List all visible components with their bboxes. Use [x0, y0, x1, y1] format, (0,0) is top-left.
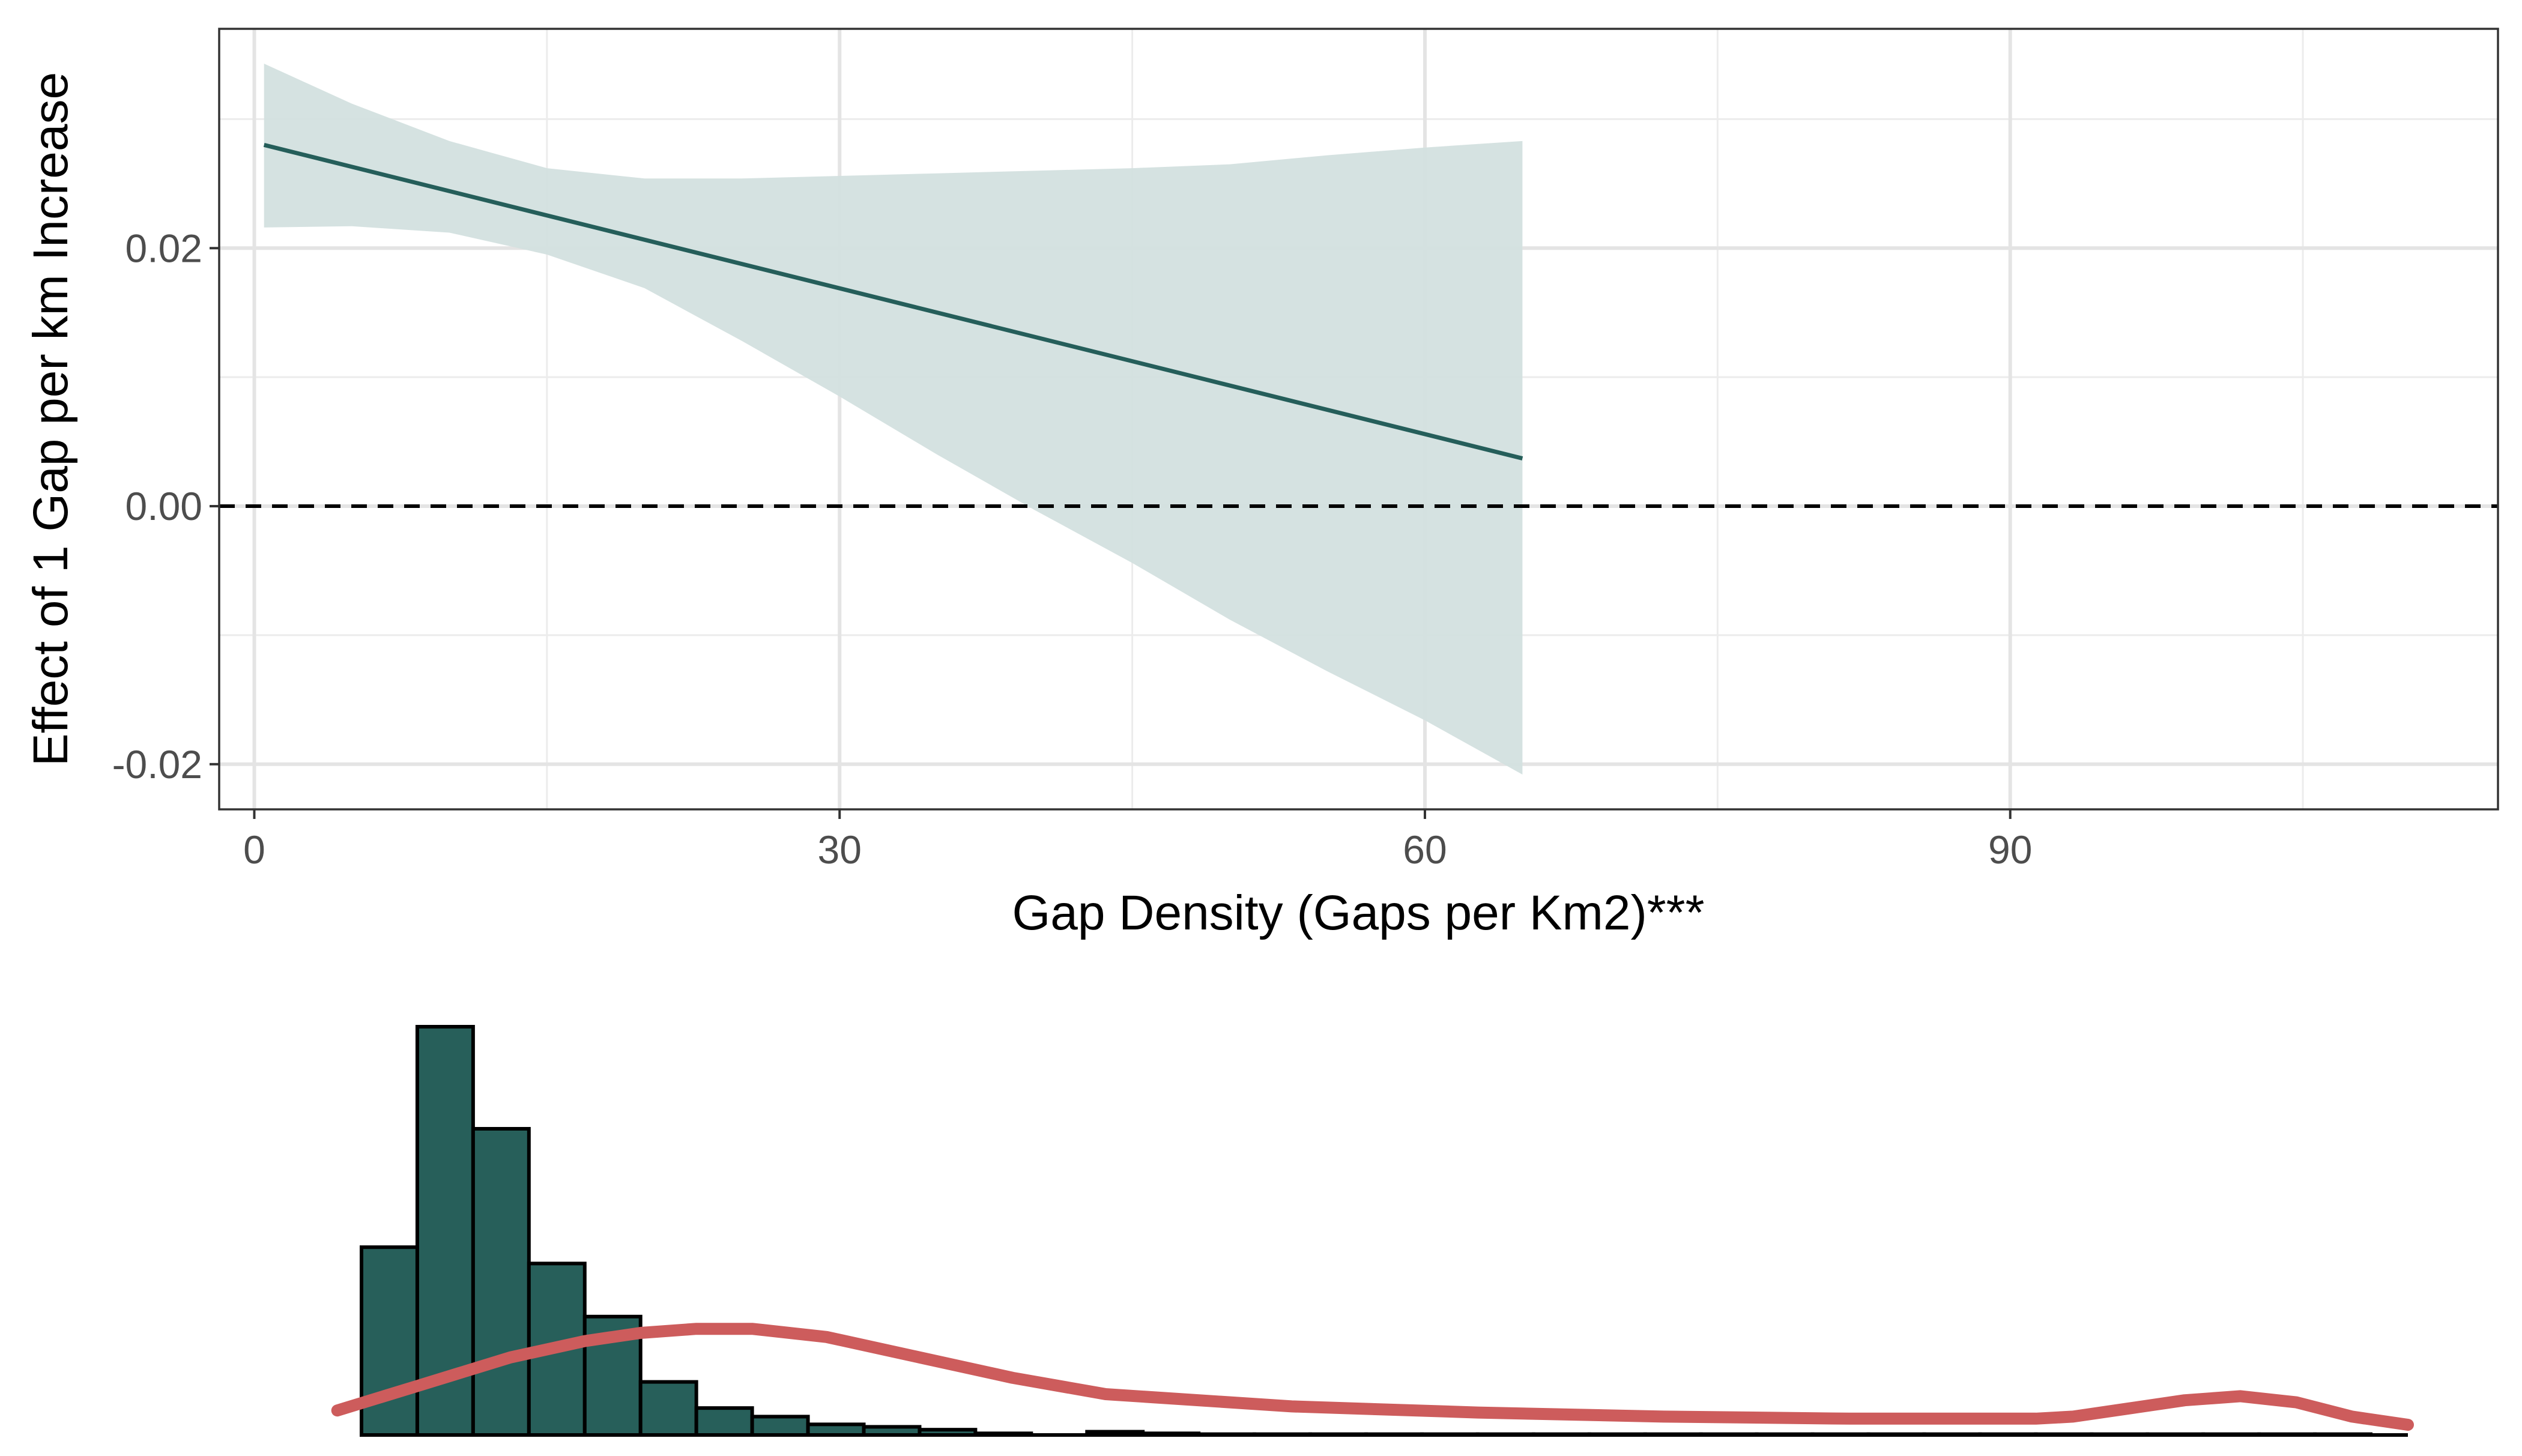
distribution-panel	[331, 1025, 2414, 1437]
plot-border	[218, 28, 2499, 811]
x-tick-label: 30	[818, 827, 862, 872]
density-curve	[331, 1323, 2414, 1431]
histogram-bar	[471, 1127, 531, 1437]
histogram-bar	[750, 1415, 810, 1437]
y-tick-label: -0.02	[112, 742, 202, 787]
y-axis-label: Effect of 1 Gap per km Increase	[23, 72, 78, 766]
x-tick-label: 0	[243, 827, 265, 872]
histogram-bar	[694, 1406, 754, 1437]
y-axis-ticks: -0.02 0.00 0.02	[112, 226, 219, 787]
histogram-bar	[360, 1245, 419, 1437]
confidence-band	[264, 64, 1523, 775]
histogram-bar	[638, 1380, 698, 1437]
x-axis-label: Gap Density (Gaps per Km2)***	[1012, 886, 1704, 940]
x-tick-label: 60	[1403, 827, 1447, 872]
y-tick-label: 0.00	[125, 484, 202, 528]
density-curve-line	[331, 1323, 2414, 1431]
confidence-band-area	[264, 64, 1523, 775]
x-tick-label: 90	[1988, 827, 2032, 872]
marginal-effect-panel: 0 30 60 90 -0.02 0.00 0.02 Gap Density (Gaps …	[23, 28, 2499, 940]
x-axis-ticks: 0 30 60 90	[243, 809, 2032, 872]
effect-line	[263, 143, 1523, 461]
y-tick-label: 0.02	[125, 226, 202, 270]
effect-line-series	[263, 143, 1523, 461]
